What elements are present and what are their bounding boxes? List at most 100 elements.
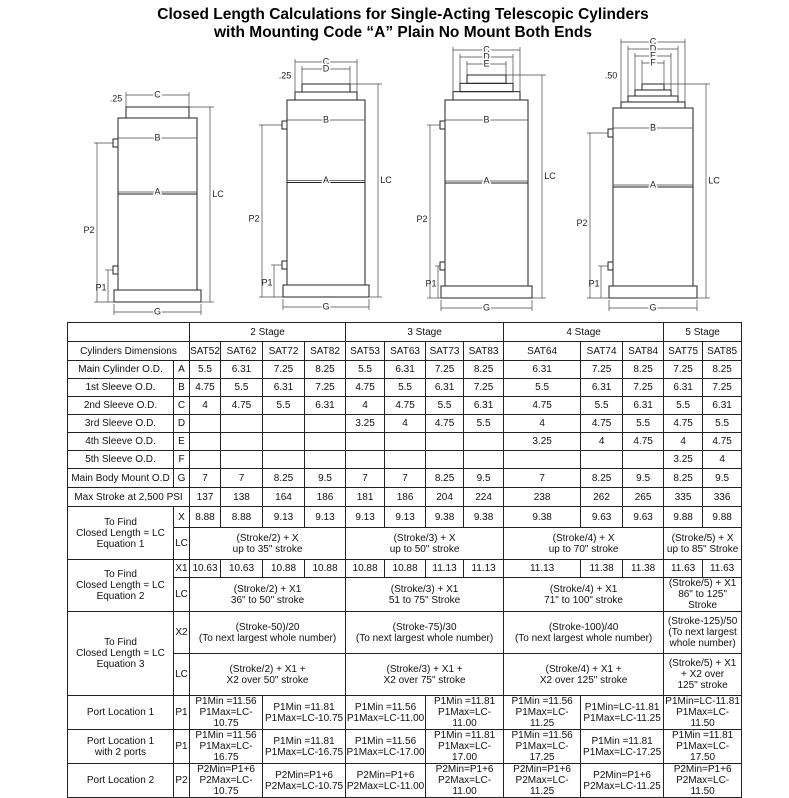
value-cell — [425, 432, 465, 451]
row-code: LC — [173, 653, 190, 696]
value-cell: 6.31 — [663, 378, 704, 397]
value-cell: 6.31 — [262, 378, 305, 397]
title: Closed Length Calculations for Single-Ac… — [157, 6, 648, 23]
value-cell — [303, 414, 347, 433]
value-cell: (Stroke/2) + X1 36" to 50" stroke — [188, 577, 347, 612]
value-cell — [345, 432, 386, 451]
value-cell: 5.5 — [622, 414, 665, 433]
model-header: SAT72 — [262, 341, 305, 361]
port — [439, 261, 446, 271]
value-cell: 5.5 — [463, 414, 505, 433]
sleeve-step — [452, 91, 521, 101]
value-cell: 10.63 — [189, 559, 221, 578]
dimension-label: P2 — [576, 218, 587, 228]
value-cell: (Stroke/5) + X1 + X2 over 125" stroke — [663, 653, 743, 696]
dimension-label: P1 — [261, 277, 272, 287]
value-cell: 6.31 — [303, 396, 347, 415]
value-cell: 9.63 — [622, 506, 665, 528]
value-cell: 8.25 — [463, 360, 505, 379]
value-cell: (Stroke/5) + X1 86" to 125" Stroke — [663, 577, 743, 612]
dimension-label: C — [650, 36, 657, 46]
value-cell — [303, 432, 347, 451]
model-header: SAT83 — [463, 341, 505, 361]
dimension-label: A — [323, 175, 329, 185]
value-cell: 4.75 — [425, 414, 465, 433]
value-cell: 9.88 — [663, 506, 704, 528]
value-cell: P2Min=P1+6 P2Max=LC-11.50 — [663, 763, 743, 798]
row-code: F — [173, 450, 190, 469]
dimension-label: B — [323, 114, 329, 124]
value-cell: 5.5 — [345, 360, 386, 379]
value-cell: 11.13 — [503, 559, 582, 578]
cylinder-body — [286, 99, 366, 286]
value-cell — [463, 450, 505, 469]
table-row: Port Location 1 P1 P1Min =11.56 P1Max=LC-1… — [67, 695, 743, 730]
value-cell: 11.63 — [702, 559, 743, 578]
value-cell: P1Min =11.56 P1Max=LC-17.25 — [503, 729, 582, 764]
value-cell: 9.13 — [303, 506, 347, 528]
port — [607, 128, 614, 138]
mount-base — [113, 289, 202, 303]
value-cell: 137 — [189, 487, 221, 507]
value-cell: 186 — [384, 487, 427, 507]
value-cell: 7 — [345, 468, 386, 488]
sleeve-step — [301, 83, 351, 93]
value-cell: 6.31 — [220, 360, 263, 379]
value-cell: 265 — [622, 487, 665, 507]
value-cell — [189, 432, 221, 451]
model-header: SAT82 — [303, 341, 347, 361]
value-cell: P1Min =11.81 P1Max=LC-10.75 — [261, 695, 347, 730]
value-cell: 7 — [220, 468, 263, 488]
stage-header: 2 Stage — [188, 322, 347, 342]
dimension-label: B — [154, 132, 160, 142]
value-cell: (Stroke/3) + X1 51 to 75" Stroke — [345, 577, 505, 612]
value-cell: 224 — [463, 487, 505, 507]
row-label: Cylinders Dimensions — [67, 341, 190, 361]
value-cell: 9.63 — [580, 506, 624, 528]
model-header: SAT84 — [622, 341, 665, 361]
row-code: P1 — [173, 695, 190, 730]
value-cell: P2Min=P1+6 P2Max=LC-10.75 — [261, 763, 347, 798]
value-cell: 336 — [702, 487, 743, 507]
value-cell: 8.25 — [622, 360, 665, 379]
dimension-label: D — [650, 43, 657, 53]
value-cell: 3.25 — [345, 414, 386, 433]
value-cell: 7.25 — [425, 360, 465, 379]
row-code: B — [173, 378, 190, 397]
value-cell: P2Min=P1+6 P2Max=LC-11.25 — [580, 763, 665, 798]
row-label: 1st Sleeve O.D. — [67, 378, 174, 397]
value-cell: 5.5 — [262, 396, 305, 415]
value-cell: (Stroke/2) + X up to 35" stroke — [188, 527, 347, 560]
value-cell: 4.75 — [345, 378, 386, 397]
value-cell: 9.13 — [262, 506, 305, 528]
value-cell: 4.75 — [702, 432, 743, 451]
dimension-label: P1 — [95, 282, 106, 292]
value-cell: 5.5 — [663, 396, 704, 415]
row-code: D — [173, 414, 190, 433]
table-row: Main Body Mount O.D G 7 7 8.25 9.5 7 7 8.25 9.5 7 8… — [67, 468, 743, 488]
value-cell: 9.13 — [345, 506, 386, 528]
value-cell — [503, 450, 582, 469]
value-cell: 6.31 — [622, 396, 665, 415]
value-cell: 6.31 — [702, 396, 743, 415]
dimension-label: P2 — [83, 225, 94, 235]
port — [281, 120, 288, 130]
stage-header: 3 Stage — [345, 322, 505, 342]
value-cell: 9.38 — [503, 506, 582, 528]
value-cell: 4 — [189, 396, 221, 415]
model-header: SAT62 — [220, 341, 263, 361]
section-label: To Find Closed Length = LC Equation 1 — [67, 506, 174, 560]
value-cell: 10.88 — [384, 559, 427, 578]
model-header: SAT74 — [580, 341, 624, 361]
value-cell — [262, 414, 305, 433]
value-cell: 6.31 — [580, 378, 624, 397]
row-label: Main Cylinder O.D. — [67, 360, 174, 379]
value-cell: P1Min =11.56 P1Max=LC-10.75 — [189, 695, 263, 730]
diagram-area: Closed Length Calculations for Single-Ac… — [83, 6, 720, 318]
model-header: SAT63 — [384, 341, 427, 361]
empty-cell — [67, 322, 190, 342]
row-label: 5th Sleeve O.D. — [67, 450, 174, 469]
value-cell: 8.25 — [303, 360, 347, 379]
value-cell: 9.5 — [463, 468, 505, 488]
value-cell: (Stroke-75)/30 (To next largest whole nu… — [345, 611, 505, 654]
